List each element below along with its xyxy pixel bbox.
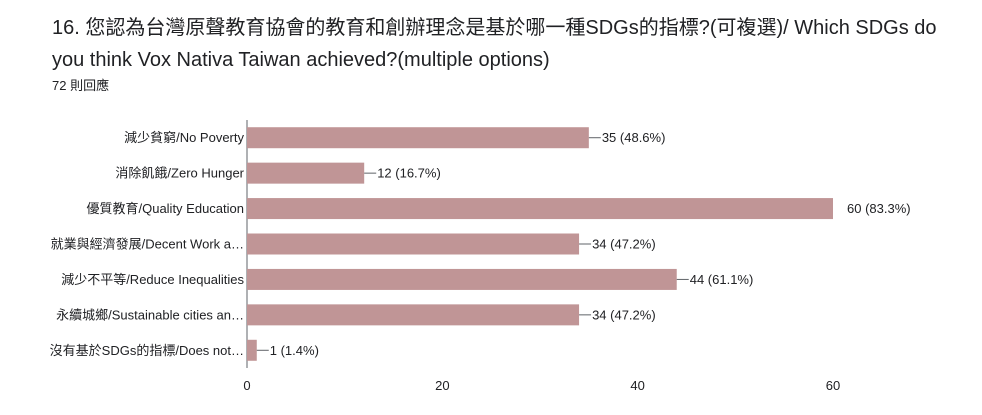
category-label: 減少不平等/Reduce Inequalities [61,272,244,287]
x-tick-label: 20 [435,378,449,393]
bar [247,233,580,255]
x-tick-label: 0 [243,378,250,393]
category-label: 永續城鄉/Sustainable cities an… [56,307,244,322]
data-label: 12 (16.7%) [377,166,441,181]
bar [247,304,580,326]
category-label: 沒有基於SDGs的指標/Does not… [50,343,244,358]
x-tick-label: 60 [826,378,840,393]
data-label: 44 (61.1%) [690,272,754,287]
category-label: 優質教育/Quality Education [86,201,244,216]
bar [247,127,589,149]
data-label: 35 (48.6%) [602,130,666,145]
x-tick-label: 40 [630,378,644,393]
bar [247,162,365,184]
data-label: 34 (47.2%) [592,307,656,322]
category-label: 就業與經濟發展/Decent Work a… [51,237,244,252]
response-count: 72 則回應 [52,78,110,93]
data-label: 34 (47.2%) [592,237,656,252]
bar [247,339,257,361]
data-label: 1 (1.4%) [270,343,319,358]
bar [247,268,677,290]
data-label: 60 (83.3%) [847,201,911,216]
category-label: 消除飢餓/Zero Hunger [115,166,244,181]
question-title: 16. 您認為台灣原聲教育協會的教育和創辦理念是基於哪一種SDGs的指標?(可複… [52,17,937,71]
bar [247,198,833,220]
category-label: 減少貧窮/No Poverty [124,130,244,145]
